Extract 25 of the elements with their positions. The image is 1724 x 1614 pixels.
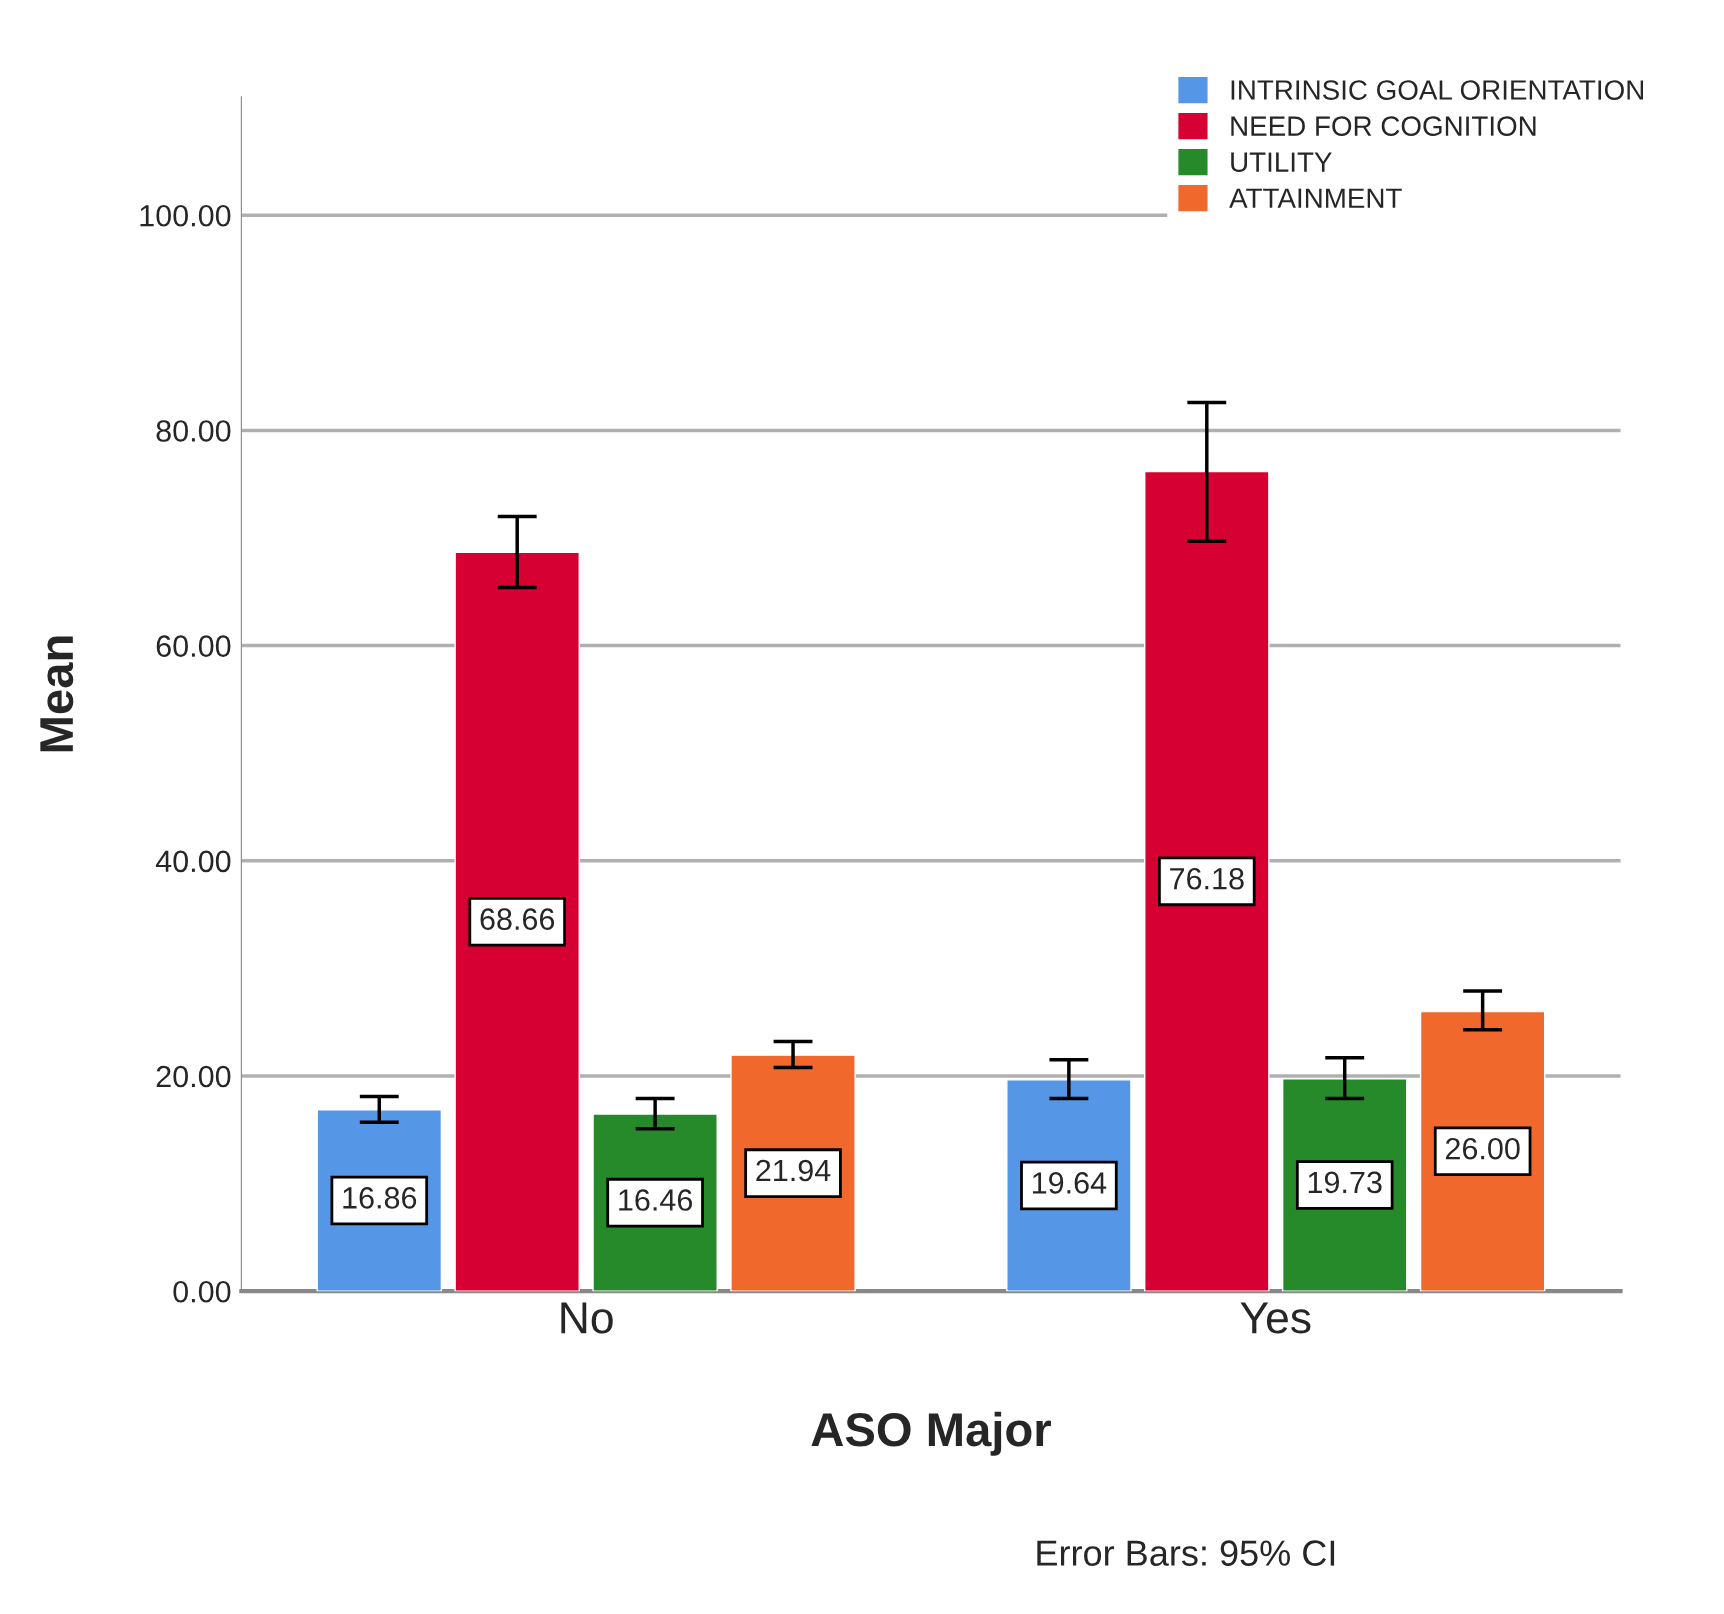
data-label: 26.00 xyxy=(1445,1137,1520,1160)
data-label: 16.46 xyxy=(619,1189,693,1211)
y-tick-label: 100.00 xyxy=(140,204,231,227)
x-axis-title: ASO Major xyxy=(811,1411,1051,1456)
legend-label: NEED FOR COGNITION xyxy=(1231,116,1536,136)
data-label: 19.73 xyxy=(1308,1171,1382,1194)
legend-label: INTRINSIC GOAL ORIENTATION xyxy=(1231,80,1644,100)
y-tick-label: 0.00 xyxy=(173,1280,231,1303)
bar xyxy=(454,551,580,1292)
data-label: 21.94 xyxy=(756,1159,831,1182)
legend-label: ATTAINMENT xyxy=(1229,188,1402,208)
data-label: 16.86 xyxy=(343,1187,417,1209)
y-tick-label: 20.00 xyxy=(156,1065,231,1088)
y-axis-title: Mean xyxy=(40,636,74,752)
x-tick-label: No xyxy=(561,1302,613,1334)
y-tick-label: 40.00 xyxy=(155,850,231,873)
y-tick-label: 60.00 xyxy=(156,635,231,657)
data-label: 68.66 xyxy=(480,908,555,931)
x-tick-label: Yes xyxy=(1240,1302,1311,1334)
bar xyxy=(1144,470,1270,1292)
legend-label: UTILITY xyxy=(1231,152,1332,172)
text: Error Bars: 95% CI xyxy=(1037,1540,1335,1566)
y-tick-label: 80.00 xyxy=(156,420,231,442)
data-label: 19.64 xyxy=(1032,1172,1107,1194)
data-label: 76.18 xyxy=(1170,867,1244,890)
